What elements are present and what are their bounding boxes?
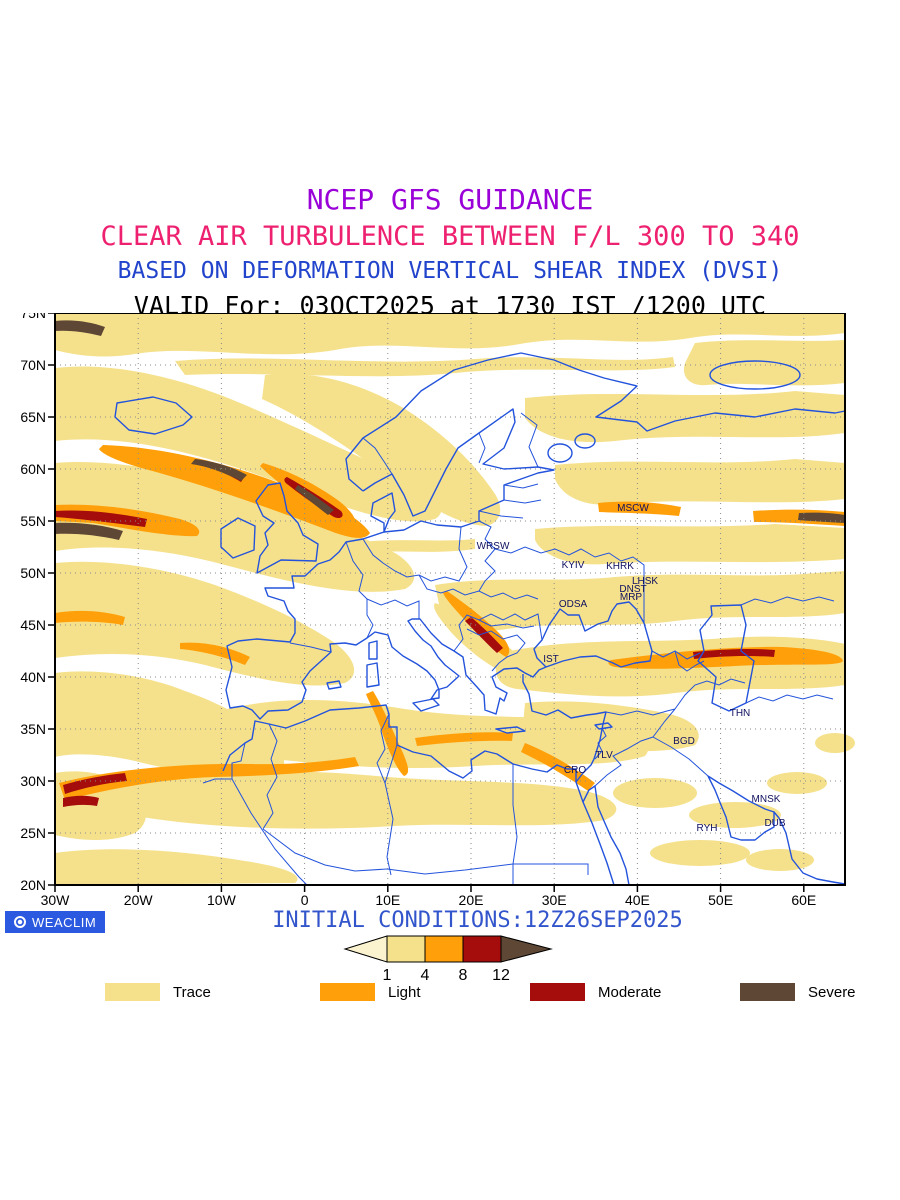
legend-swatch xyxy=(105,983,160,1001)
city-label-dnst: DNST xyxy=(619,584,646,595)
turbulence-trace-areas xyxy=(55,313,855,885)
scale-box xyxy=(424,935,464,963)
title-product: CLEAR AIR TURBULENCE BETWEEN F/L 300 TO … xyxy=(100,221,800,252)
city-label-dub: DUB xyxy=(764,818,785,829)
lat-tick-label: 30N xyxy=(20,773,46,789)
city-label-odsa: ODSA xyxy=(559,599,588,610)
legend-item-light: Light xyxy=(320,983,421,1001)
title-model: NCEP GFS GUIDANCE xyxy=(306,183,594,216)
scale-left-arrow xyxy=(343,935,388,963)
legend-item-severe: Severe xyxy=(740,983,856,1001)
lon-tick-label: 0 xyxy=(301,892,309,908)
title-method: BASED ON DEFORMATION VERTICAL SHEAR INDE… xyxy=(117,258,783,284)
map-frame xyxy=(54,313,846,886)
city-label-bgd: BGD xyxy=(673,736,695,747)
lon-tick-label: 20W xyxy=(124,892,154,908)
lat-tick-label: 25N xyxy=(20,825,46,841)
city-label-mrp: MRP xyxy=(620,592,643,603)
scale-tick-label: 8 xyxy=(459,967,468,984)
country-borders xyxy=(202,412,835,886)
scale-right-arrow xyxy=(500,935,553,963)
city-label-wrsw: WRSW xyxy=(477,541,510,552)
legend-swatch xyxy=(530,983,585,1001)
city-label-mnsk: MNSK xyxy=(752,794,781,805)
city-label-thn: THN xyxy=(730,708,751,719)
weaclim-logo: WEACLIM xyxy=(5,911,106,933)
lat-tick-label: 20N xyxy=(20,877,46,893)
lon-tick-label: 30E xyxy=(542,892,567,908)
legend-item-trace: Trace xyxy=(105,983,211,1001)
legend-label: Moderate xyxy=(598,983,662,1001)
scale-box xyxy=(462,935,502,963)
scale-box xyxy=(386,935,426,963)
lat-tick-label: 35N xyxy=(20,721,46,737)
legend-label: Trace xyxy=(173,983,211,1001)
weaclim-icon xyxy=(14,916,26,928)
lon-tick-label: 30W xyxy=(41,892,71,908)
city-label-tlv: TLV xyxy=(595,750,613,761)
scale-tick-label: 1 xyxy=(383,967,392,984)
city-label-mscw: MSCW xyxy=(617,503,649,514)
city-label-ist: IST xyxy=(543,654,559,665)
lat-tick-label: 65N xyxy=(20,409,46,425)
legend-label: Light xyxy=(388,983,421,1001)
city-label-cro: CRO xyxy=(564,765,586,776)
city-label-khrk: KHRK xyxy=(606,561,634,572)
lon-tick-label: 40E xyxy=(625,892,650,908)
city-label-lhsk: LHSK xyxy=(632,576,658,587)
lon-tick-label: 60E xyxy=(791,892,816,908)
city-label-kyiv: KYIV xyxy=(562,560,585,571)
legend-swatch xyxy=(740,983,795,1001)
coastlines xyxy=(114,352,846,886)
weaclim-logo-text: WEACLIM xyxy=(32,914,97,930)
title-block: NCEP GFS GUIDANCE CLEAR AIR TURBULENCE B… xyxy=(0,183,900,320)
intensity-scale: 1 4 8 12 xyxy=(343,935,553,984)
lat-tick-label: 40N xyxy=(20,669,46,685)
legend: Trace Light Moderate Severe xyxy=(0,983,900,1009)
initial-conditions-text: INITIAL CONDITIONS:12Z26SEP2025 xyxy=(272,908,683,933)
scale-tick-label: 12 xyxy=(492,967,510,984)
lon-tick-label: 20E xyxy=(459,892,484,908)
legend-swatch xyxy=(320,983,375,1001)
lon-tick-label: 50E xyxy=(708,892,733,908)
lat-tick-label: 45N xyxy=(20,617,46,633)
lat-tick-label: 60N xyxy=(20,461,46,477)
city-label-ryh: RYH xyxy=(697,823,718,834)
lat-tick-label: 75N xyxy=(20,313,46,321)
lat-tick-label: 50N xyxy=(20,565,46,581)
scale-tick-label: 4 xyxy=(421,967,430,984)
lon-tick-label: 10E xyxy=(375,892,400,908)
lat-tick-label: 70N xyxy=(20,357,46,373)
turbulence-severe-areas xyxy=(55,320,845,540)
map-gridlines xyxy=(55,313,845,885)
lon-tick-label: 10W xyxy=(207,892,237,908)
legend-label: Severe xyxy=(808,983,856,1001)
lat-tick-label: 55N xyxy=(20,513,46,529)
legend-item-moderate: Moderate xyxy=(530,983,661,1001)
